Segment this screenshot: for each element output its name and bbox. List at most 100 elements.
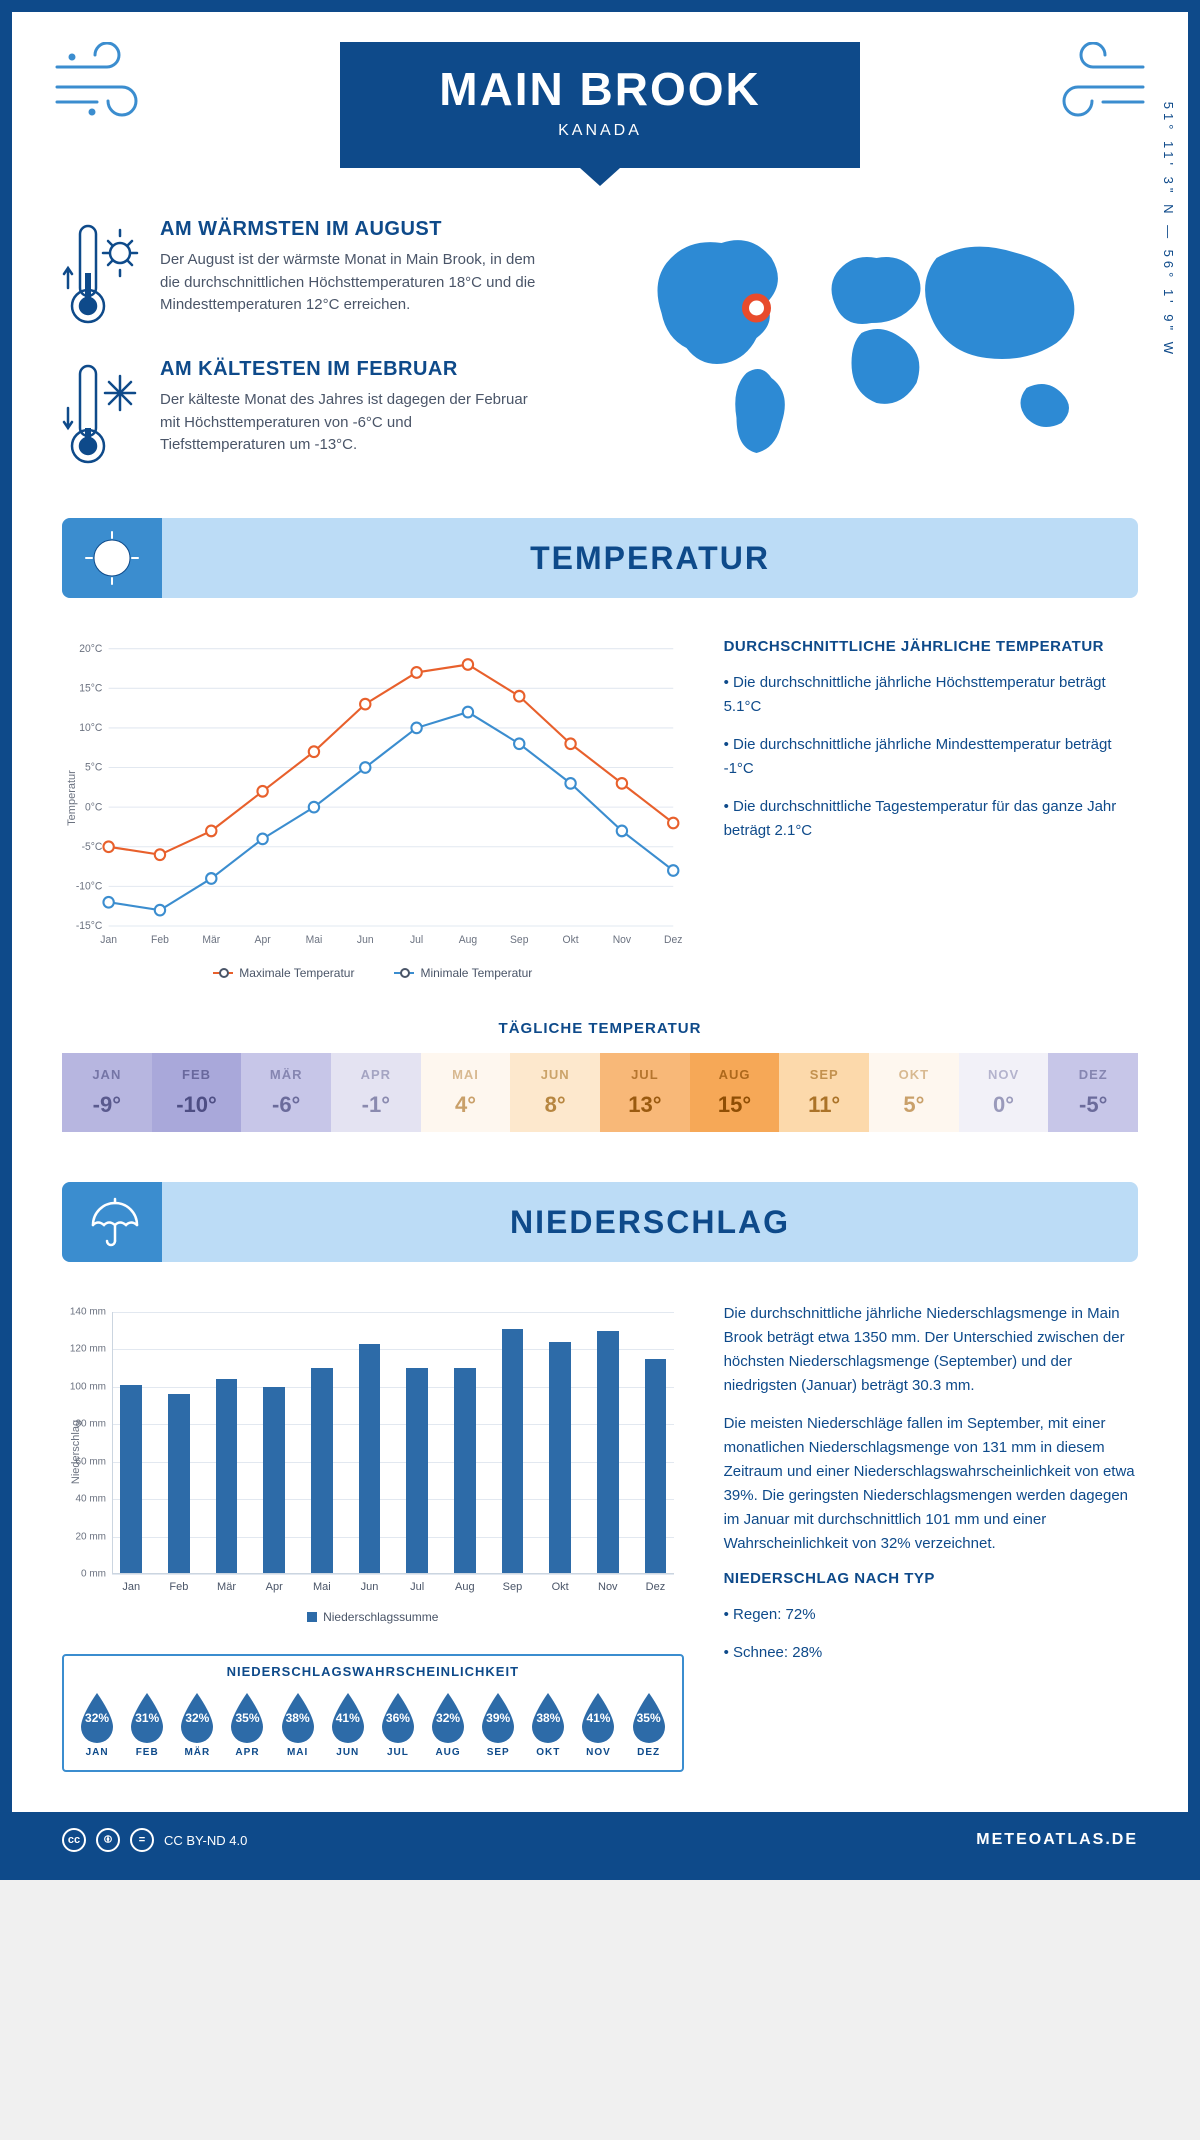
wind-icon [52, 42, 162, 122]
sun-icon [82, 528, 142, 588]
temp-cell: FEB-10° [152, 1053, 242, 1132]
probability-cell: 32%JAN [72, 1691, 122, 1758]
by-icon: 🅯 [96, 1828, 120, 1852]
warm-title: AM WÄRMSTEN IM AUGUST [160, 218, 540, 241]
temp-cell: OKT5° [869, 1053, 959, 1132]
temp-cell: MÄR-6° [241, 1053, 331, 1132]
probability-cell: 36%JUL [373, 1691, 423, 1758]
svg-text:Nov: Nov [613, 934, 632, 946]
coordinates: 51° 11' 3" N — 56° 1' 9" W [1161, 102, 1176, 358]
precip-type-title: NIEDERSCHLAG NACH TYP [724, 1570, 1138, 1587]
svg-text:-5°C: -5°C [82, 841, 103, 853]
svg-text:Mär: Mär [202, 934, 220, 946]
svg-text:-15°C: -15°C [76, 920, 103, 932]
section-header-precipitation: NIEDERSCHLAG [62, 1182, 1138, 1262]
chart-legend: Niederschlagssumme [62, 1610, 684, 1624]
bar: Jul [399, 1312, 435, 1573]
probability-cell: 35%APR [222, 1691, 272, 1758]
bar: Feb [161, 1312, 197, 1573]
summary-b1: • Die durchschnittliche jährliche Höchst… [724, 671, 1138, 719]
cold-block: AM KÄLTESTEN IM FEBRUAR Der kälteste Mon… [62, 358, 585, 468]
temp-cell: AUG15° [690, 1053, 780, 1132]
svg-text:Dez: Dez [664, 934, 682, 946]
umbrella-icon [85, 1195, 140, 1250]
probability-cell: 31%FEB [122, 1691, 172, 1758]
thermometer-hot-icon [62, 218, 140, 328]
probability-box: NIEDERSCHLAGSWAHRSCHEINLICHKEIT 32%JAN31… [62, 1654, 684, 1772]
temp-cell: NOV0° [959, 1053, 1049, 1132]
svg-text:10°C: 10°C [79, 722, 103, 734]
svg-text:Jun: Jun [357, 934, 374, 946]
temp-cell: JUL13° [600, 1053, 690, 1132]
cc-icon: cc [62, 1828, 86, 1852]
temp-cell: JAN-9° [62, 1053, 152, 1132]
chart-legend: Maximale Temperatur Minimale Temperatur [62, 966, 684, 980]
thermometer-cold-icon [62, 358, 140, 468]
precipitation-bar-chart: Niederschlag 0 mm20 mm40 mm60 mm80 mm100… [62, 1302, 684, 1602]
precip-p1: Die durchschnittliche jährliche Niedersc… [724, 1302, 1138, 1398]
section-title: TEMPERATUR [162, 540, 1138, 577]
svg-text:5°C: 5°C [85, 762, 103, 774]
temp-cell: MAI4° [421, 1053, 511, 1132]
bar: Aug [447, 1312, 483, 1573]
bar: Apr [256, 1312, 292, 1573]
probability-cell: 35%DEZ [624, 1691, 674, 1758]
license: cc 🅯 = CC BY-ND 4.0 [62, 1828, 247, 1852]
svg-text:Sep: Sep [510, 934, 529, 946]
svg-text:Jul: Jul [410, 934, 423, 946]
svg-text:Okt: Okt [563, 934, 579, 946]
legend-min: Minimale Temperatur [420, 966, 532, 980]
bar: Mai [304, 1312, 340, 1573]
svg-text:-10°C: -10°C [76, 880, 103, 892]
temperature-summary: DURCHSCHNITTLICHE JÄHRLICHE TEMPERATUR •… [724, 638, 1138, 980]
wind-icon [1038, 42, 1148, 122]
probability-cell: 38%OKT [523, 1691, 573, 1758]
bar: Mär [208, 1312, 244, 1573]
section-title: NIEDERSCHLAG [162, 1204, 1138, 1241]
page-subtitle: KANADA [340, 122, 860, 140]
bar: Okt [542, 1312, 578, 1573]
summary-title: DURCHSCHNITTLICHE JÄHRLICHE TEMPERATUR [724, 638, 1138, 655]
bar: Jun [351, 1312, 387, 1573]
bar: Jan [113, 1312, 149, 1573]
bar: Dez [637, 1312, 673, 1573]
section-header-temperature: TEMPERATUR [62, 518, 1138, 598]
svg-text:Aug: Aug [459, 934, 478, 946]
probability-title: NIEDERSCHLAGSWAHRSCHEINLICHKEIT [64, 1656, 682, 1687]
nd-icon: = [130, 1828, 154, 1852]
probability-cell: 32%MÄR [172, 1691, 222, 1758]
precip-snow: • Schnee: 28% [724, 1641, 1138, 1665]
svg-text:20°C: 20°C [79, 643, 103, 655]
probability-cell: 38%MAI [273, 1691, 323, 1758]
legend-max: Maximale Temperatur [239, 966, 354, 980]
svg-text:Feb: Feb [151, 934, 169, 946]
svg-text:Apr: Apr [255, 934, 272, 946]
svg-text:Jan: Jan [100, 934, 117, 946]
svg-text:Mai: Mai [306, 934, 323, 946]
temp-cell: SEP11° [779, 1053, 869, 1132]
summary-b3: • Die durchschnittliche Tagestemperatur … [724, 795, 1138, 843]
probability-cell: 32%AUG [423, 1691, 473, 1758]
daily-temp-title: TÄGLICHE TEMPERATUR [62, 1020, 1138, 1037]
bar: Nov [590, 1312, 626, 1573]
world-map: 51° 11' 3" N — 56° 1' 9" W [615, 218, 1138, 498]
precip-p2: Die meisten Niederschläge fallen im Sept… [724, 1412, 1138, 1556]
daily-temp-table: JAN-9°FEB-10°MÄR-6°APR-1°MAI4°JUN8°JUL13… [62, 1053, 1138, 1132]
bar: Sep [494, 1312, 530, 1573]
y-axis-label: Temperatur [66, 770, 78, 826]
temperature-line-chart: Temperatur -15°C-10°C-5°C0°C5°C10°C15°C2… [62, 638, 684, 958]
license-text: CC BY-ND 4.0 [164, 1833, 247, 1848]
footer: cc 🅯 = CC BY-ND 4.0 METEOATLAS.DE [12, 1812, 1188, 1868]
header-banner: MAIN BROOK KANADA [340, 42, 860, 168]
precipitation-summary: Die durchschnittliche jährliche Niedersc… [724, 1302, 1138, 1772]
legend-precip: Niederschlagssumme [323, 1610, 438, 1624]
summary-b2: • Die durchschnittliche jährliche Mindes… [724, 733, 1138, 781]
warm-block: AM WÄRMSTEN IM AUGUST Der August ist der… [62, 218, 585, 328]
probability-cell: 41%JUN [323, 1691, 373, 1758]
svg-text:15°C: 15°C [79, 682, 103, 694]
page-title: MAIN BROOK [340, 62, 860, 116]
page: MAIN BROOK KANADA AM WÄRMSTEN IM AUG [0, 0, 1200, 1880]
temp-cell: JUN8° [510, 1053, 600, 1132]
warm-text: Der August ist der wärmste Monat in Main… [160, 249, 540, 317]
precip-rain: • Regen: 72% [724, 1603, 1138, 1627]
